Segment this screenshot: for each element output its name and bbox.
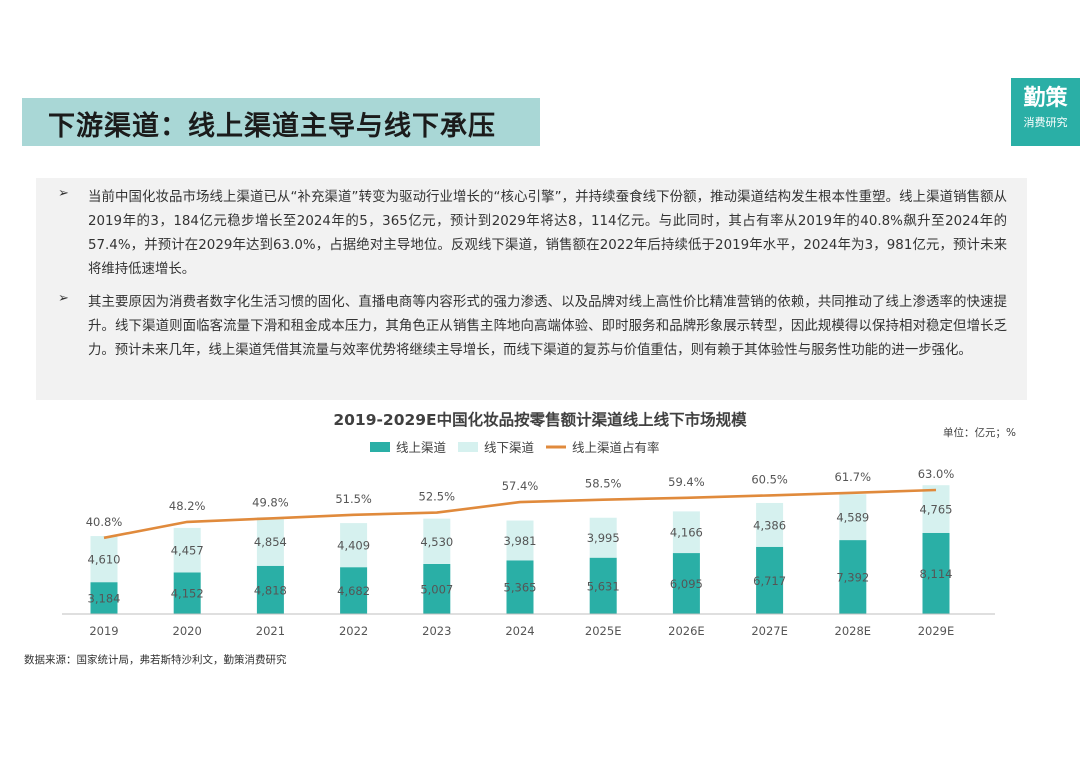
data-label-offline-2024: 3,981 bbox=[504, 534, 537, 548]
bar-online-2022 bbox=[340, 567, 368, 614]
data-label-offline-2021: 4,854 bbox=[254, 535, 287, 549]
x-tick-label-2019: 2019 bbox=[89, 624, 118, 638]
data-label-offline-2020: 4,457 bbox=[171, 544, 204, 558]
bar-offline-2026E bbox=[672, 511, 700, 554]
legend-swatch-1 bbox=[370, 442, 390, 452]
data-label-online-2029E: 8,114 bbox=[920, 567, 953, 581]
data-label-offline-2027E: 4,386 bbox=[753, 518, 786, 532]
x-tick-label-2020: 2020 bbox=[173, 624, 202, 638]
bar-online-2028E bbox=[839, 540, 867, 614]
data-label-offline-2028E: 4,589 bbox=[836, 511, 869, 525]
data-label-offline-2019: 4,610 bbox=[88, 553, 121, 567]
bar-online-2020 bbox=[173, 572, 201, 614]
data-label-online-2026E: 6,095 bbox=[670, 577, 703, 591]
bar-offline-2022 bbox=[340, 523, 368, 568]
bar-offline-2027E bbox=[756, 502, 784, 547]
legend-swatch-2 bbox=[458, 442, 478, 452]
source-note: 数据来源：国家统计局，弗若斯特沙利文，勤策消费研究 bbox=[24, 654, 287, 666]
bar-online-2027E bbox=[756, 546, 784, 614]
summary-text-1: 当前中国化妆品市场线上渠道已从“补充渠道”转变为驱动行业增长的“核心引擎”，并持… bbox=[88, 190, 1007, 277]
x-tick-label-2023: 2023 bbox=[422, 624, 451, 638]
chart-legend: 线上渠道 线下渠道 线上渠道占有率 bbox=[370, 440, 660, 455]
chart-unit-label: 单位：亿元；% bbox=[943, 426, 1016, 439]
share-label-2024: 57.4% bbox=[502, 479, 539, 493]
x-tick-label-2028E: 2028E bbox=[835, 624, 872, 638]
share-label-2027E: 60.5% bbox=[751, 472, 788, 486]
chart-title: 2019-2029E中国化妆品按零售额计渠道线上线下市场规模 bbox=[333, 410, 747, 429]
share-label-2023: 52.5% bbox=[419, 490, 456, 504]
x-tick-label-2024: 2024 bbox=[505, 624, 534, 638]
brand-logo: 勤策 消费研究 bbox=[1011, 78, 1080, 146]
x-tick-label-2025E: 2025E bbox=[585, 624, 622, 638]
data-label-online-2019: 3,184 bbox=[88, 592, 121, 606]
bullet-arrow-icon: ➢ bbox=[58, 291, 69, 306]
bar-offline-2020 bbox=[173, 527, 201, 573]
data-label-online-2024: 5,365 bbox=[504, 581, 537, 595]
data-label-online-2025E: 5,631 bbox=[587, 579, 620, 593]
data-label-offline-2029E: 4,765 bbox=[920, 503, 953, 517]
data-label-online-2021: 4,818 bbox=[254, 583, 287, 597]
bar-online-2019 bbox=[90, 582, 118, 614]
legend-label-2: 线下渠道 bbox=[484, 440, 535, 455]
share-line-path bbox=[103, 488, 937, 540]
share-label-2029E: 63.0% bbox=[918, 467, 955, 481]
chart-bars: 3,184 4,610 4,152 4,457 4,818 4,854 4,682 4,409… bbox=[88, 485, 953, 614]
bullet-arrow-icon: ➢ bbox=[58, 186, 69, 201]
bar-offline-2023 bbox=[423, 518, 451, 564]
summary-text-2: 其主要原因为消费者数字化生活习惯的固化、直播电商等内容形式的强力渗透、以及品牌对… bbox=[88, 295, 1007, 358]
data-label-online-2022: 4,682 bbox=[337, 584, 370, 598]
bar-online-2029E bbox=[922, 532, 950, 614]
bar-online-2021 bbox=[256, 565, 284, 614]
data-label-online-2028E: 7,392 bbox=[836, 571, 869, 585]
share-label-2028E: 61.7% bbox=[835, 470, 872, 484]
legend-label-3: 线上渠道占有率 bbox=[572, 440, 660, 455]
data-label-online-2027E: 6,717 bbox=[753, 574, 786, 588]
bar-offline-2021 bbox=[256, 517, 284, 566]
share-label-2020: 48.2% bbox=[169, 499, 206, 513]
summary-box: ➢ 当前中国化妆品市场线上渠道已从“补充渠道”转变为驱动行业增长的“核心引擎”，… bbox=[36, 178, 1027, 400]
bar-online-2025E bbox=[589, 557, 617, 614]
x-tick-label-2029E: 2029E bbox=[918, 624, 955, 638]
bar-offline-2028E bbox=[839, 494, 867, 541]
share-label-2025E: 58.5% bbox=[585, 477, 622, 491]
logo-sub-text: 消费研究 bbox=[1023, 116, 1068, 129]
title-bar: 下游渠道：线上渠道主导与线下承压 bbox=[22, 98, 540, 146]
bar-offline-2019 bbox=[90, 536, 118, 583]
data-label-offline-2022: 4,409 bbox=[337, 539, 370, 553]
share-label-2021: 49.8% bbox=[252, 495, 289, 509]
data-label-online-2020: 4,152 bbox=[171, 587, 204, 601]
data-label-offline-2023: 4,530 bbox=[420, 535, 453, 549]
logo-main-text: 勤策 bbox=[1023, 86, 1068, 111]
chart-share-line: 40.8% 48.2% 49.8% 51.5% 52.5% 57.4% 58.5% 59.4%… bbox=[86, 467, 955, 540]
data-label-offline-2026E: 4,166 bbox=[670, 526, 703, 540]
bar-offline-2025E bbox=[589, 517, 617, 558]
page-title: 下游渠道：线上渠道主导与线下承压 bbox=[48, 111, 496, 142]
data-label-online-2023: 5,007 bbox=[420, 582, 453, 596]
share-label-2022: 51.5% bbox=[335, 492, 372, 506]
data-label-offline-2025E: 3,995 bbox=[587, 531, 620, 545]
chart-x-axis: 2019 2020 2021 2022 2023 2024 2025E 2026E 2027E 2… bbox=[62, 613, 995, 638]
bar-offline-2029E bbox=[922, 485, 950, 533]
share-label-2026E: 59.4% bbox=[668, 475, 705, 489]
x-tick-label-2021: 2021 bbox=[256, 624, 285, 638]
bar-online-2026E bbox=[672, 553, 700, 614]
share-label-2019: 40.8% bbox=[86, 515, 123, 529]
bar-online-2023 bbox=[423, 563, 451, 614]
bar-online-2024 bbox=[506, 560, 534, 614]
x-tick-label-2027E: 2027E bbox=[751, 624, 788, 638]
x-tick-label-2022: 2022 bbox=[339, 624, 368, 638]
x-tick-label-2026E: 2026E bbox=[668, 624, 705, 638]
bar-offline-2024 bbox=[506, 520, 534, 561]
legend-label-1: 线上渠道 bbox=[396, 440, 447, 455]
